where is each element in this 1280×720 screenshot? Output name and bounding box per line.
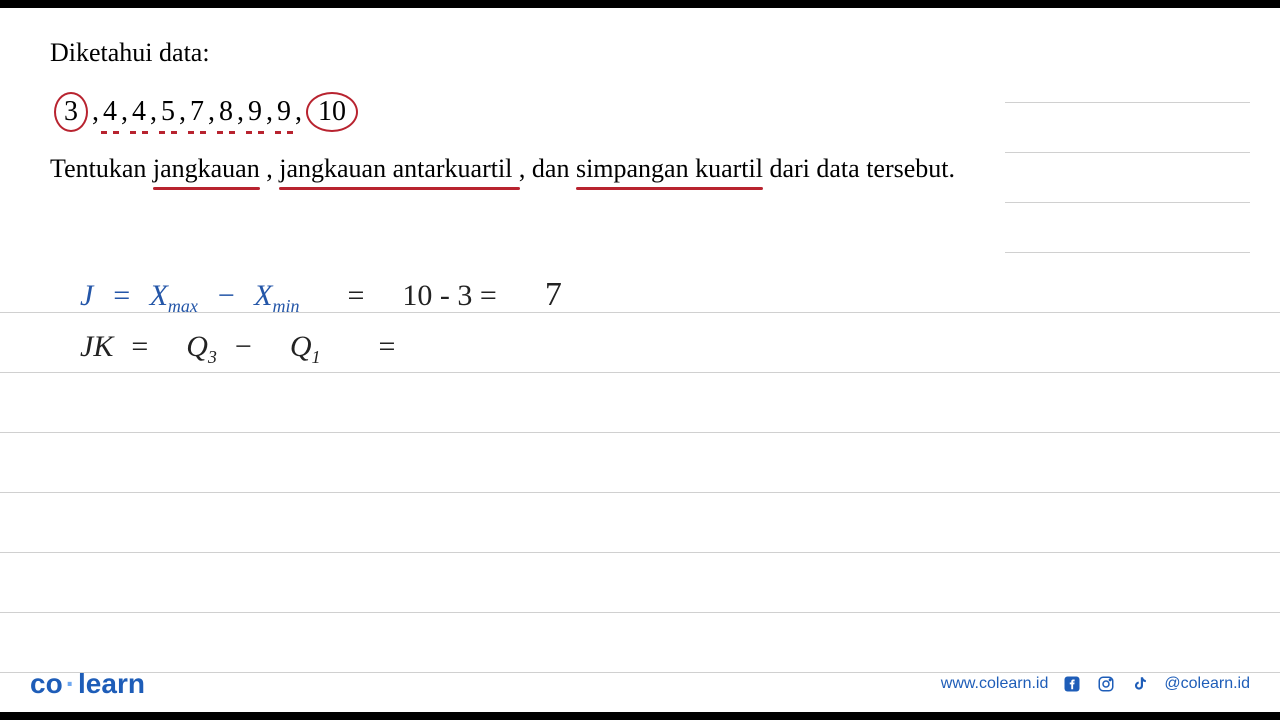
data-value: 4: [132, 96, 146, 128]
data-value-circled: 10: [306, 92, 358, 132]
question-underline-2: jangkauan antarkuartil: [279, 154, 512, 184]
equals: =: [347, 279, 364, 313]
instagram-icon: [1096, 674, 1116, 694]
question-underline-1: jangkauan: [153, 154, 260, 184]
question-mid: , dan: [519, 154, 576, 183]
variable-jk: JK: [80, 330, 113, 364]
data-value: 7: [190, 96, 204, 128]
comma: ,: [121, 96, 128, 128]
footer-url: www.colearn.id: [941, 675, 1049, 693]
work-line-1: J = Xmax − Xmin = 10 - 3 = 7: [80, 276, 562, 317]
data-value: 5: [161, 96, 175, 128]
logo-co: co: [30, 668, 63, 699]
question-mid: ,: [266, 154, 279, 183]
facebook-icon: [1062, 674, 1082, 694]
comma: ,: [295, 96, 302, 128]
comma: ,: [208, 96, 215, 128]
data-value: 4: [103, 96, 117, 128]
question-prefix: Tentukan: [50, 154, 153, 183]
data-value: 9: [248, 96, 262, 128]
footer-handle: @colearn.id: [1164, 675, 1250, 693]
comma: ,: [266, 96, 273, 128]
comma: ,: [237, 96, 244, 128]
footer: co·learn www.colearn.id @colearn.id: [0, 668, 1280, 700]
minus: −: [235, 330, 252, 364]
xmax: Xmax: [150, 279, 198, 317]
q1: Q1: [290, 330, 321, 368]
question-underline-3: simpangan kuartil: [576, 154, 763, 184]
result: 7: [545, 276, 562, 314]
logo-dot: ·: [66, 668, 75, 699]
variable-j: J: [80, 279, 93, 313]
equals: =: [131, 330, 148, 364]
data-value: 9: [277, 96, 291, 128]
logo: co·learn: [30, 668, 145, 700]
work-line-2: JK = Q3 − Q1 =: [80, 330, 395, 368]
calculation: 10 - 3 =: [402, 279, 496, 313]
minus: −: [216, 279, 236, 313]
q3: Q3: [186, 330, 217, 368]
equals: =: [379, 330, 396, 364]
comma: ,: [150, 96, 157, 128]
equals: =: [111, 279, 131, 313]
margin-lines: [1005, 53, 1250, 253]
data-value-circled: 3: [54, 92, 88, 132]
data-value: 8: [219, 96, 233, 128]
comma: ,: [92, 96, 99, 128]
xmin: Xmin: [254, 279, 299, 317]
tiktok-icon: [1130, 674, 1150, 694]
question-suffix: dari data tersebut.: [769, 154, 955, 183]
logo-learn: learn: [78, 668, 145, 699]
comma: ,: [179, 96, 186, 128]
